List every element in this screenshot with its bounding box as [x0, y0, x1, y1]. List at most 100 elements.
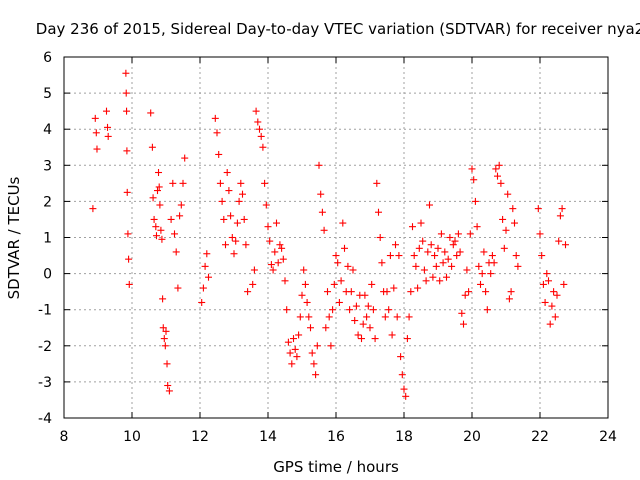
data-point [332, 252, 340, 260]
data-point [303, 298, 311, 306]
data-point [541, 298, 549, 306]
y-tick-label: 2 [43, 194, 52, 210]
data-point [480, 248, 488, 256]
data-point [473, 223, 481, 231]
data-point [310, 360, 318, 368]
data-point [158, 235, 166, 243]
data-point [181, 154, 189, 162]
y-tick-label: -3 [38, 375, 52, 391]
data-point [388, 331, 396, 339]
data-point [420, 266, 428, 274]
data-point [344, 262, 352, 270]
data-point [242, 241, 250, 249]
data-point [558, 205, 566, 213]
data-point [375, 208, 382, 216]
data-point [511, 219, 518, 227]
data-point [320, 226, 328, 234]
data-point [441, 248, 449, 256]
data-point [305, 313, 313, 321]
data-point [534, 205, 542, 213]
data-point [507, 288, 515, 296]
data-point [354, 331, 362, 339]
data-point [361, 291, 369, 299]
data-point [225, 187, 233, 195]
data-point [165, 387, 173, 395]
data-point [439, 259, 447, 267]
data-point [213, 129, 221, 137]
data-point [89, 205, 97, 213]
data-point [488, 252, 496, 260]
data-point [223, 169, 231, 177]
data-point [318, 208, 326, 216]
data-point [461, 291, 469, 299]
data-point [122, 89, 130, 97]
data-point [551, 313, 559, 321]
data-point [169, 179, 177, 187]
data-point [426, 201, 433, 209]
grid-lines [64, 57, 608, 418]
data-point [427, 241, 435, 249]
data-point [436, 277, 444, 285]
data-point [465, 288, 473, 296]
y-tick-label: -4 [38, 411, 52, 427]
data-point [159, 295, 167, 303]
data-point [216, 179, 224, 187]
data-point [273, 219, 280, 227]
data-point [351, 317, 359, 325]
data-point [103, 107, 110, 115]
data-point [308, 349, 316, 357]
data-point [555, 237, 563, 245]
data-point [477, 280, 484, 288]
x-tick-label: 8 [60, 429, 69, 445]
data-point [482, 288, 490, 296]
data-point [514, 262, 522, 270]
data-point [409, 223, 416, 231]
data-point [562, 241, 569, 249]
data-point [431, 252, 439, 260]
data-point [451, 237, 459, 245]
data-point [324, 288, 331, 296]
data-point [162, 327, 170, 335]
data-point [536, 230, 544, 238]
data-point [502, 226, 510, 234]
data-point [148, 143, 156, 151]
data-point [352, 302, 360, 310]
data-point [463, 266, 471, 274]
data-point [335, 298, 343, 306]
data-point [252, 107, 260, 115]
x-tick-label: 24 [599, 429, 617, 445]
data-point [460, 320, 467, 328]
y-tick-labels: -4 -3 -2 -1 0 1 2 3 4 5 6 [38, 50, 52, 427]
data-point [560, 280, 568, 288]
data-point [174, 284, 182, 292]
data-point [257, 132, 265, 140]
data-point [149, 194, 157, 202]
data-point [378, 259, 386, 267]
data-point [179, 179, 187, 187]
data-point [497, 179, 505, 187]
data-point [237, 179, 245, 187]
data-point [240, 215, 248, 223]
data-point [125, 280, 133, 288]
data-point [298, 291, 306, 299]
data-point [543, 270, 551, 278]
x-axis-label: GPS time / hours [273, 458, 399, 476]
data-point [205, 273, 212, 281]
data-point [177, 201, 185, 209]
data-point [385, 306, 393, 314]
data-point [546, 320, 554, 328]
data-point [228, 234, 236, 241]
data-point [386, 252, 394, 260]
data-point [369, 306, 377, 314]
data-point [262, 201, 270, 209]
data-point [92, 129, 100, 137]
data-point [293, 353, 301, 361]
data-point [296, 313, 304, 321]
data-point [155, 183, 163, 191]
data-point [487, 270, 495, 278]
data-point [407, 288, 415, 296]
y-tick-label: 5 [43, 86, 52, 102]
data-point [261, 179, 269, 187]
data-point [548, 302, 556, 310]
